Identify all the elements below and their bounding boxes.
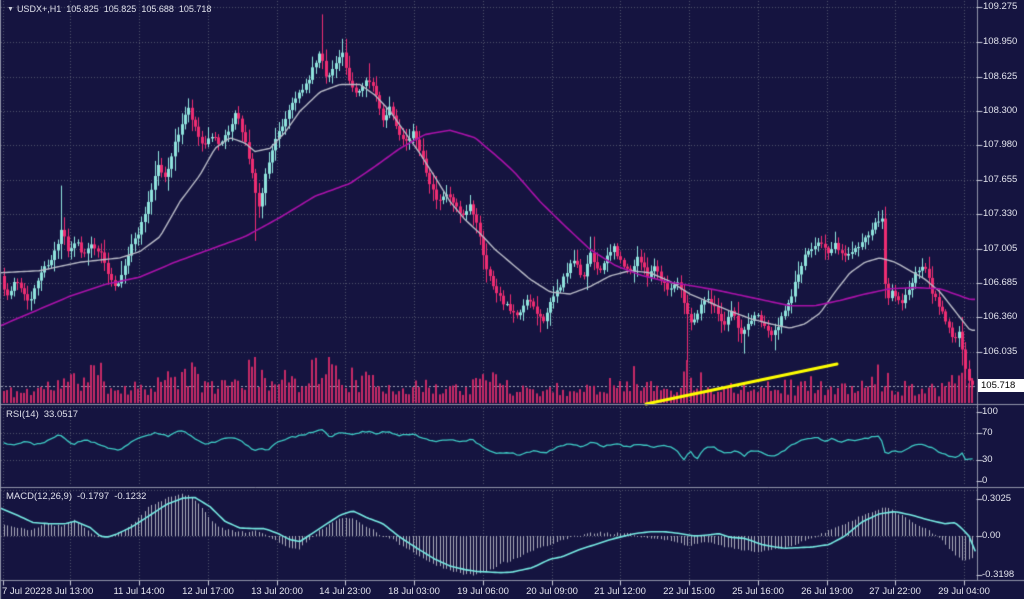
current-price-tag: 105.718 bbox=[978, 379, 1024, 392]
symbol-period-label: USDX+,H1 bbox=[16, 4, 62, 14]
ohlc-close: 105.718 bbox=[178, 4, 212, 14]
rsi-value: 33.0517 bbox=[43, 409, 79, 420]
rsi-indicator-label: RSI(14) 33.0517 bbox=[6, 409, 83, 420]
macd-indicator-label: MACD(12,26,9) -0.1797 -0.1232 bbox=[6, 491, 151, 502]
rsi-name: RSI(14) bbox=[6, 409, 39, 420]
chart-title: ▼ USDX+,H1 105.825 105.825 105.688 105.718 bbox=[7, 4, 216, 14]
collapse-triangle-icon[interactable]: ▼ bbox=[7, 6, 14, 13]
macd-signal-value: -0.1232 bbox=[114, 491, 147, 502]
current-price-value: 105.718 bbox=[981, 380, 1016, 391]
macd-name: MACD(12,26,9) bbox=[6, 491, 72, 502]
ohlc-open: 105.825 bbox=[66, 4, 99, 14]
ohlc-high: 105.825 bbox=[103, 4, 137, 14]
macd-main-value: -0.1797 bbox=[77, 491, 110, 502]
ohlc-low: 105.688 bbox=[141, 4, 174, 14]
